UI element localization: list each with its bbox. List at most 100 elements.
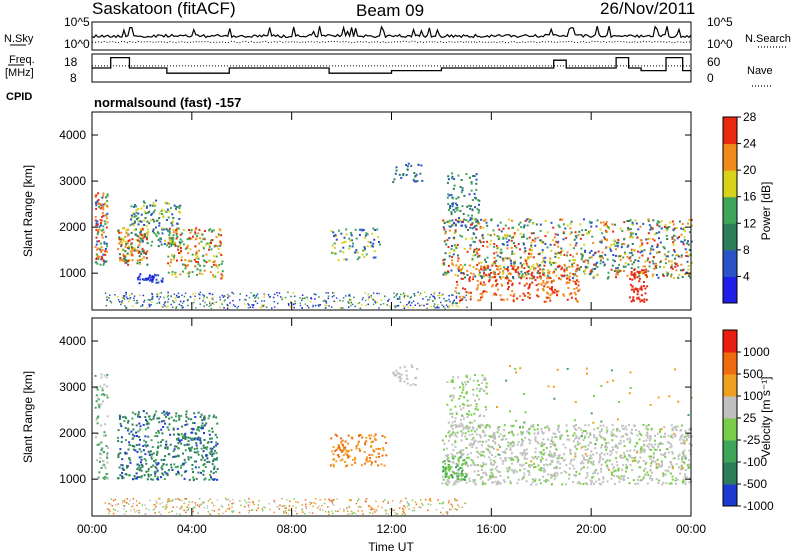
data-cell-756 [395,514,397,516]
data-cell-1263 [526,431,528,433]
data-cell-585 [436,509,438,511]
data-cell-103 [181,433,183,435]
data-cell-1791 [504,235,506,237]
data-cell-305 [154,204,156,206]
data-cell-752 [180,305,182,307]
data-cell-1825 [550,453,552,455]
colorbar-segment-5 [723,144,737,171]
data-cell-553 [217,271,219,273]
data-cell-465 [177,447,179,449]
data-cell-1600 [587,448,589,450]
data-cell-812 [279,292,281,294]
data-cell-960 [285,297,287,299]
data-cell-1870 [462,449,464,451]
data-cell-467 [168,469,170,471]
data-cell-289 [168,217,170,219]
data-cell-886 [441,295,443,297]
data-cell-358 [145,441,147,443]
data-cell-1248 [406,174,408,176]
data-cell-1667 [650,458,652,460]
data-cell-835 [203,306,205,308]
data-cell-915 [305,303,307,305]
data-cell-1983 [478,262,480,264]
data-cell-1966 [576,253,578,255]
data-cell-1762 [487,257,489,259]
data-cell-79 [96,394,98,396]
data-cell-1012 [365,460,367,462]
data-cell-1991 [509,235,511,237]
data-cell-992 [371,295,373,297]
data-cell-2200 [547,439,549,441]
data-cell-1990 [682,482,684,484]
data-cell-543 [146,412,148,414]
data-cell-1892 [660,436,662,438]
data-cell-1478 [676,254,678,256]
data-cell-1130 [149,299,151,301]
data-cell-1091 [293,304,295,306]
data-cell-1993 [580,462,582,464]
data-cell-744 [152,298,154,300]
data-cell-766 [402,514,404,516]
data-cell-1421 [453,484,455,486]
data-cell-1367 [614,224,616,226]
data-cell-561 [174,445,176,447]
data-cell-1038 [374,435,376,437]
data-cell-1932 [513,434,515,436]
data-cell-893 [286,508,288,510]
data-cell-118 [98,203,100,205]
data-cell-634 [194,507,196,509]
data-cell-955 [129,500,131,502]
data-cell-760 [258,500,260,502]
data-cell-1689 [649,224,651,226]
data-cell-1383 [607,259,609,261]
data-cell-2534 [450,194,452,196]
data-cell-2312 [465,375,467,377]
data-cell-420 [197,261,199,263]
data-cell-1467 [606,432,608,434]
data-cell-1099 [368,434,370,436]
data-cell-451 [121,441,123,443]
data-cell-365 [189,448,191,450]
data-cell-1000 [352,459,354,461]
data-cell-1409 [650,248,652,250]
data-cell-127 [127,253,129,255]
data-cell-663 [332,503,334,505]
data-cell-2547 [466,206,468,208]
data-cell-609 [195,502,197,504]
data-cell-2578 [471,215,473,217]
data-cell-1494 [593,461,595,463]
data-cell-1889 [464,264,466,266]
data-cell-1928 [622,435,624,437]
data-cell-1120 [410,384,412,386]
data-cell-779 [441,305,443,307]
data-cell-1844 [584,446,586,448]
data-cell-2211 [644,474,646,476]
data-cell-1858 [688,467,690,469]
data-cell-254 [125,246,127,248]
data-cell-616 [214,246,216,248]
noise-right-tick-top: 10^5 [707,15,733,29]
data-cell-2136 [583,466,585,468]
data-cell-388 [134,413,136,415]
data-cell-1547 [579,443,581,445]
data-cell-449 [139,429,141,431]
data-cell-617 [194,245,196,247]
data-cell-461 [196,274,198,276]
data-cell-1163 [363,256,365,258]
data-cell-2012 [569,450,571,452]
data-cell-1006 [234,306,236,308]
data-cell-1535 [615,276,617,278]
data-cell-261 [208,417,210,419]
data-cell-2378 [521,266,523,268]
data-cell-1808 [595,437,597,439]
data-cell-581 [206,254,208,256]
data-cell-1486 [441,482,443,484]
data-cell-1610 [511,220,513,222]
data-cell-942 [439,297,441,299]
data-cell-1806 [573,262,575,264]
data-cell-14 [96,459,98,461]
data-cell-1685 [616,464,618,466]
data-cell-1283 [623,440,625,442]
data-cell-245 [117,248,119,250]
data-cell-1762 [488,425,490,427]
